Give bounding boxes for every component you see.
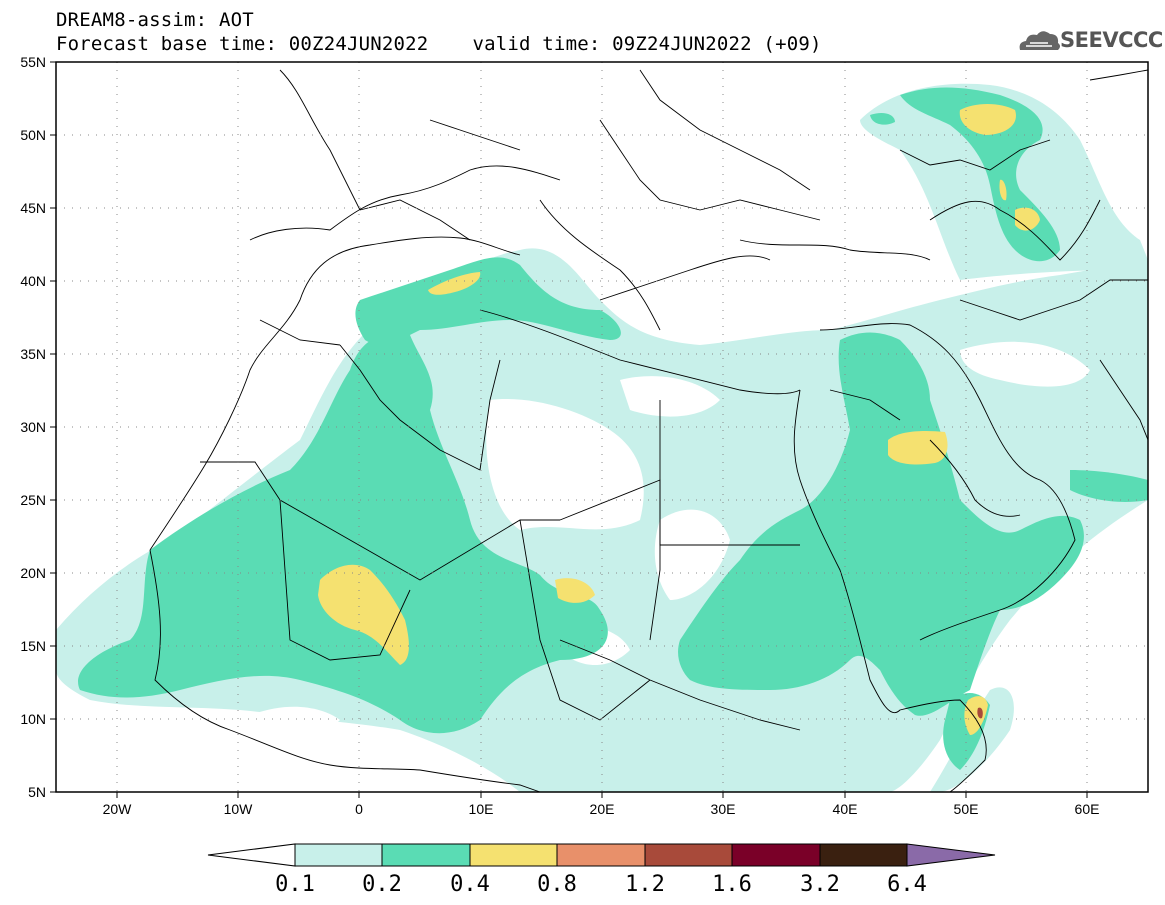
colorbar-label: 0.2 (362, 872, 402, 897)
lon-label: 60E (1075, 801, 1100, 817)
base-time: Forecast base time: 00Z24JUN2022 (56, 33, 429, 55)
axis-ticks (50, 61, 1088, 798)
colorbar-swatch (644, 843, 733, 867)
coastlines (149, 69, 1148, 792)
lon-label: 10W (224, 801, 254, 817)
latitude-labels: 55N 50N 45N 40N 35N 30N 25N 20N 15N 10N … (20, 54, 46, 800)
lat-label: 10N (20, 711, 46, 727)
colorbar-high-arrow (906, 843, 996, 867)
colorbar-label: 1.2 (625, 872, 665, 897)
colorbar-label: 0.1 (275, 872, 315, 897)
colorbar-swatch (294, 843, 383, 867)
valid-time: valid time: 09Z24JUN2022 (+09) (472, 33, 822, 55)
colorbar-labels: 0.1 0.2 0.4 0.8 1.2 1.6 3.2 6.4 (275, 872, 927, 897)
lon-label: 20W (103, 801, 133, 817)
lat-label: 50N (20, 127, 46, 143)
lon-label: 30E (711, 801, 736, 817)
lon-label: 50E (954, 801, 979, 817)
aot-field (56, 69, 1148, 792)
lon-label: 40E (833, 801, 858, 817)
colorbar (207, 843, 996, 867)
lat-label: 15N (20, 638, 46, 654)
map-title: DREAM8-assim: AOT (56, 9, 254, 31)
logo-text: SEEVCCC (1060, 28, 1163, 52)
lon-label: 20E (590, 801, 615, 817)
lat-label: 45N (20, 200, 46, 216)
graticule (56, 62, 1148, 792)
lat-label: 20N (20, 565, 46, 581)
lat-label: 40N (20, 273, 46, 289)
lon-label: 0 (355, 801, 363, 817)
colorbar-label: 6.4 (887, 872, 927, 897)
colorbar-label: 1.6 (712, 872, 752, 897)
lat-label: 30N (20, 419, 46, 435)
colorbar-swatch (556, 843, 646, 867)
lon-label: 10E (469, 801, 494, 817)
colorbar-label: 3.2 (800, 872, 840, 897)
cloud-icon (1019, 31, 1060, 50)
lat-label: 5N (28, 784, 46, 800)
colorbar-label: 0.4 (450, 872, 490, 897)
lat-label: 25N (20, 492, 46, 508)
lat-label: 35N (20, 346, 46, 362)
colorbar-swatch (381, 843, 471, 867)
lat-label: 55N (20, 54, 46, 70)
colorbar-swatch (819, 843, 908, 867)
colorbar-low-arrow (207, 843, 296, 867)
time-info: Forecast base time: 00Z24JUN2022 valid ti… (56, 34, 822, 54)
colorbar-swatch (731, 843, 821, 867)
colorbar-label: 0.8 (537, 872, 577, 897)
colorbar-swatch (469, 843, 558, 867)
longitude-labels: 20W 10W 0 10E 20E 30E 40E 50E 60E (103, 801, 1100, 817)
